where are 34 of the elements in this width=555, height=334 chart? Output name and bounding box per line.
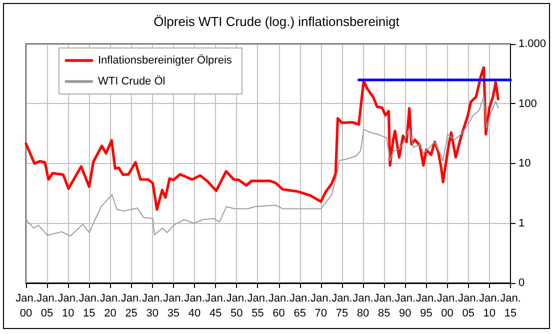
x-tick-label: Jan. 60 xyxy=(268,292,290,320)
x-tick-label: Jan. 20 xyxy=(100,292,121,320)
x-tick-label: Jan. 15 xyxy=(78,292,100,320)
x-tick-label: Jan. 80 xyxy=(352,292,374,320)
x-tick-label: Jan. 45 xyxy=(205,292,226,320)
x-tick-label: Jan. 15 xyxy=(500,292,521,320)
line-series xyxy=(24,66,500,211)
x-tick-label: Jan. 00 xyxy=(16,292,36,320)
line-series xyxy=(26,96,499,237)
y-tick-label: 1 xyxy=(518,217,525,230)
y-tick-label: 100 xyxy=(518,98,537,110)
x-tick-label: Jan. 70 xyxy=(310,292,332,320)
x-tick-label: Jan. 90 xyxy=(394,292,416,320)
x-tick-label: Jan. 40 xyxy=(184,292,205,320)
x-tick-label: Jan. 05 xyxy=(458,292,479,320)
chart-title: Ölpreis WTI Crude (log.) inflationsbereinigt xyxy=(154,14,400,29)
x-tick-label: Jan. 30 xyxy=(142,292,163,320)
x-tick-label: Jan. 10 xyxy=(479,292,500,320)
y-tick-label: 0 xyxy=(518,277,525,289)
x-tick-label: Jan. 75 xyxy=(332,292,352,320)
x-tick-label: Jan. 35 xyxy=(163,292,184,320)
x-tick-label: Jan. 95 xyxy=(416,292,437,320)
legend-label: Inflationsbereinigter Ölpreis xyxy=(98,54,232,66)
x-tick-label: Jan. 85 xyxy=(374,292,394,320)
x-tick-label: Jan. 50 xyxy=(226,292,248,320)
legend-label: WTI Crude Öl xyxy=(98,74,166,88)
x-tick-label: Jan. 10 xyxy=(58,292,79,320)
x-tick-label: Jan. 05 xyxy=(36,292,58,320)
x-tick-label: Jan. 00 xyxy=(436,292,458,320)
x-tick-label: Jan. 65 xyxy=(289,292,310,320)
y-tick-label: 1.000 xyxy=(518,38,546,50)
x-tick-label: Jan. 55 xyxy=(247,292,268,320)
y-tick-label: 10 xyxy=(518,158,531,170)
x-tick-label: Jan. 25 xyxy=(120,292,142,320)
